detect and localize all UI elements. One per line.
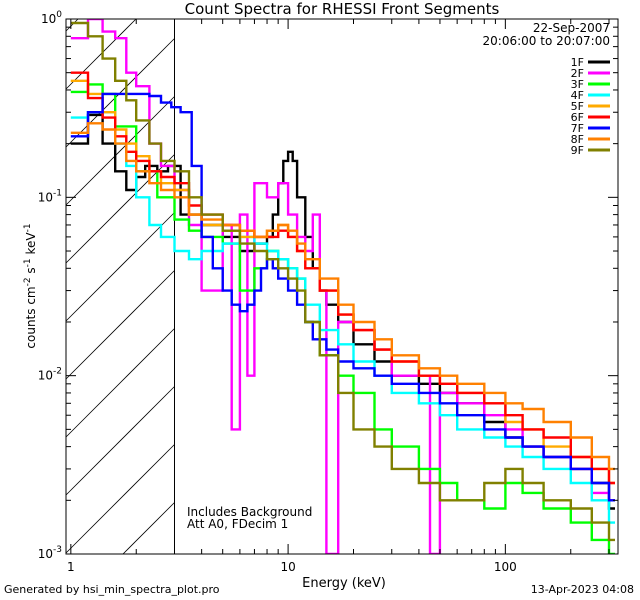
legend-label-4F: 4F <box>571 89 584 102</box>
series-line-8F <box>70 122 615 471</box>
chart-title: Count Spectra for RHESSI Front Segments <box>185 0 500 18</box>
hatch-line <box>65 212 175 322</box>
x-tick-label: 100 <box>494 560 517 574</box>
series-line-5F <box>70 79 615 485</box>
legend-date: 22-Sep-2007 <box>533 21 610 35</box>
legend-label-1F: 1F <box>571 56 584 69</box>
attenuator-hatch-region <box>65 18 175 555</box>
y-tick-label: 10-1 <box>38 188 62 204</box>
footer-date: 13-Apr-2023 04:08 <box>530 583 634 596</box>
hatch-line <box>65 270 175 380</box>
hatch-line <box>65 96 175 206</box>
annotation-attenuator: Att A0, FDecim 1 <box>187 517 288 531</box>
series-line-2F <box>70 19 615 554</box>
x-tick-label: 1 <box>67 560 75 574</box>
y-tick-label: 10-3 <box>38 545 62 561</box>
hatch-line <box>65 18 79 32</box>
hatch-line <box>65 18 137 90</box>
y-axis-label: counts cm-2 s-1 keV-1 <box>23 223 38 348</box>
legend-label-6F: 6F <box>571 111 584 124</box>
y-tick-label: 10-2 <box>38 367 62 383</box>
legend-label-8F: 8F <box>571 133 584 146</box>
hatch-line <box>122 502 175 555</box>
hatch-line <box>65 328 175 438</box>
plot-frame <box>65 18 619 555</box>
series-line-1F <box>70 113 615 510</box>
legend-label-3F: 3F <box>571 78 584 91</box>
legend-label-2F: 2F <box>571 67 584 80</box>
series-line-6F <box>70 71 615 485</box>
legend-label-9F: 9F <box>571 144 584 157</box>
x-axis-label: Energy (keV) <box>302 576 386 591</box>
series-line-9F <box>70 21 615 542</box>
annotation-background: Includes Background <box>187 505 312 519</box>
x-tick-label: 10 <box>280 560 295 574</box>
legend-label-5F: 5F <box>571 100 584 113</box>
hatch-line <box>65 386 175 496</box>
legend-time-range: 20:06:00 to 20:07:00 <box>483 34 610 48</box>
series-line-7F <box>70 92 615 502</box>
y-tick-label: 100 <box>41 10 62 26</box>
footer-generated-by: Generated by hsi_min_spectra_plot.pro <box>4 583 220 596</box>
legend-label-7F: 7F <box>571 122 584 135</box>
series-line-4F <box>70 111 615 524</box>
hatch-line <box>65 444 175 554</box>
